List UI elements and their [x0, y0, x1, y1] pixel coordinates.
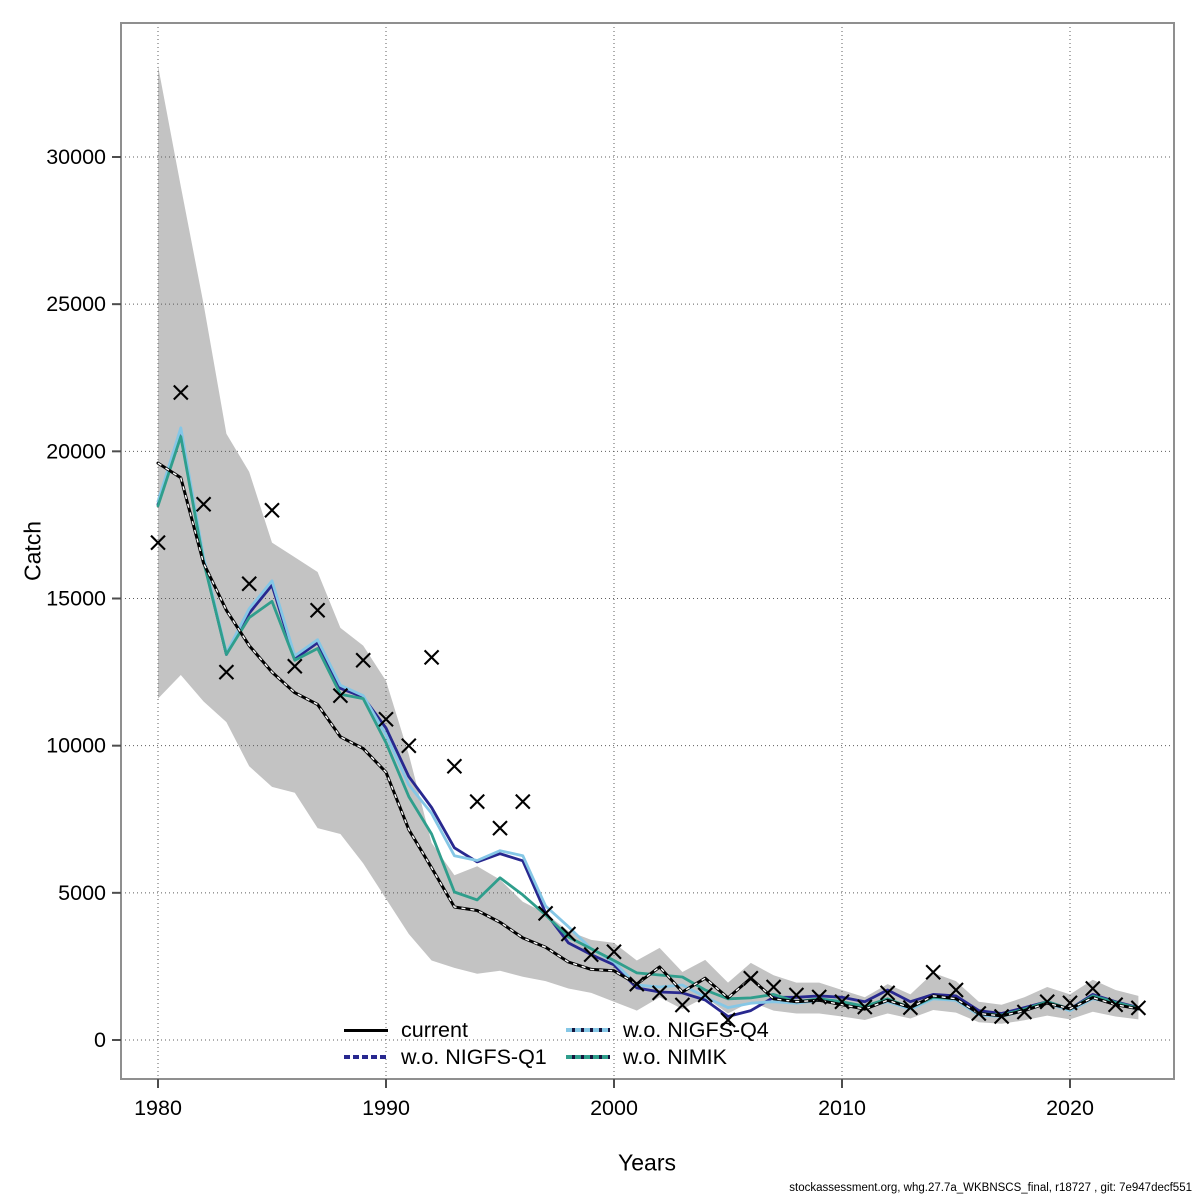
y-tick-label: 25000	[46, 292, 106, 316]
legend-label-wo-nigfs-q4: w.o. NIGFS-Q4	[623, 1018, 769, 1042]
legend-key-wo-nimik	[566, 1055, 610, 1059]
x-tick-label: 2000	[590, 1096, 638, 1120]
legend-label-current: current	[401, 1018, 468, 1042]
y-tick-label: 10000	[46, 734, 106, 758]
legend-label-wo-nimik: w.o. NIMIK	[623, 1045, 727, 1069]
plot-frame	[120, 22, 1175, 1080]
legend-key-wo-nigfs-q1	[344, 1055, 388, 1059]
legend-label-wo-nigfs-q1: w.o. NIGFS-Q1	[401, 1045, 547, 1069]
legend-key-wo-nigfs-q4	[566, 1028, 610, 1032]
confidence-band	[158, 65, 1139, 1024]
observed-catch-markers	[150, 384, 1147, 1028]
x-tick-label: 2020	[1046, 1096, 1094, 1120]
x-tick-label: 1990	[362, 1096, 410, 1120]
y-tick-label: 30000	[46, 145, 106, 169]
y-tick-label: 15000	[46, 587, 106, 611]
y-tick-label: 20000	[46, 439, 106, 463]
x-axis-title: Years	[618, 1149, 676, 1176]
y-tick-label: 0	[94, 1028, 106, 1052]
x-tick-label: 2010	[818, 1096, 866, 1120]
y-axis-title: Catch	[19, 520, 46, 582]
legend: current w.o. NIGFS-Q4 w.o. NIGFS-Q1 w.o.…	[344, 1018, 769, 1069]
y-tick-label: 5000	[58, 881, 106, 905]
legend-key-current	[344, 1028, 388, 1032]
x-tick-label: 1980	[134, 1096, 182, 1120]
source-footnote: stockassessment.org, whg.27.7a_WKBNSCS_f…	[789, 1182, 1192, 1194]
